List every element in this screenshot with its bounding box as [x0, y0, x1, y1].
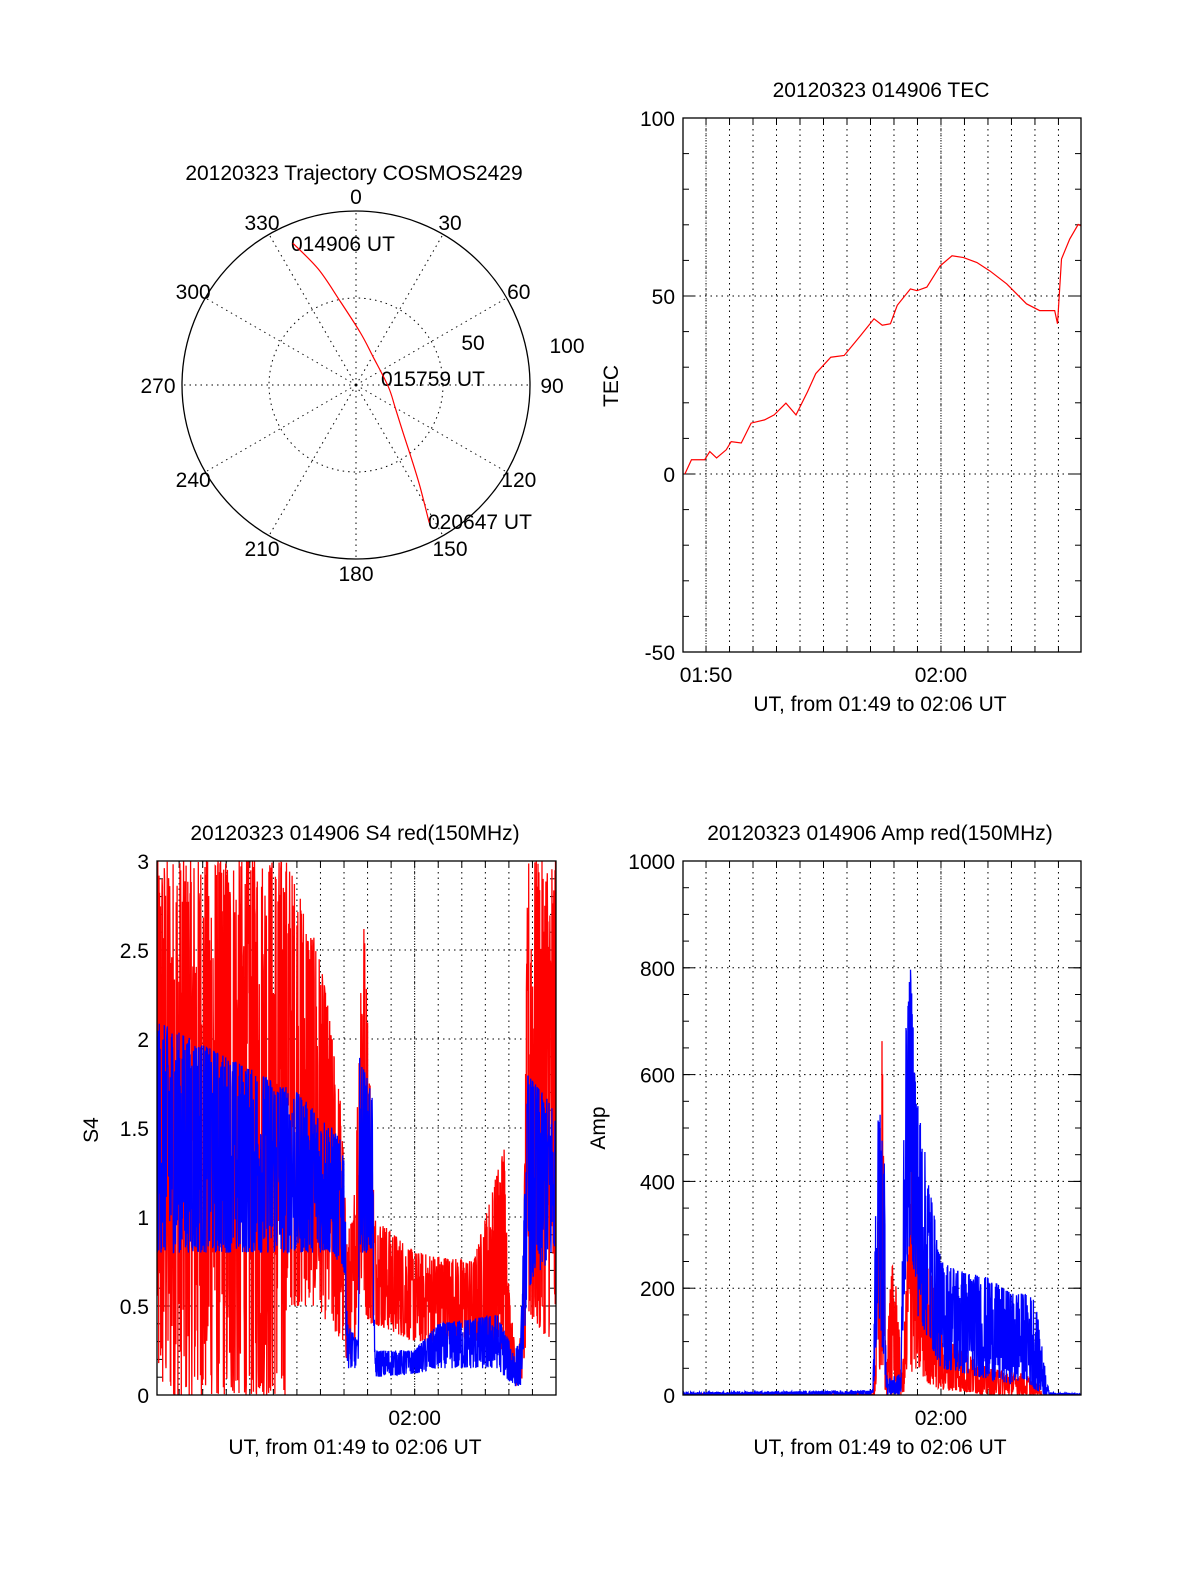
trajectory-end-label: 020647 UT — [428, 511, 532, 534]
tec-xlabel: UT, from 01:49 to 02:06 UT — [753, 693, 1006, 716]
tec-ytick-label: 50 — [652, 286, 675, 309]
s4-series-red — [157, 861, 556, 1395]
trajectory-start-label: 014906 UT — [291, 233, 395, 256]
amp-series-blue — [683, 969, 1081, 1395]
polar-angle-label: 270 — [140, 375, 175, 398]
s4-axes-frame — [156, 860, 557, 1396]
s4-ytick-label: 2.5 — [120, 940, 149, 963]
polar-angle-label: 330 — [244, 212, 279, 235]
polar-spoke — [205, 384, 357, 473]
tec-ytick-label: 100 — [640, 108, 675, 131]
polar-spoke — [205, 297, 357, 386]
radial-label-50: 50 — [461, 332, 484, 355]
amp-title: 20120323 014906 Amp red(150MHz) — [707, 822, 1053, 845]
tec-ytick-label: 0 — [663, 464, 675, 487]
amp-plot: 20120323 014906 Amp red(150MHz) UT, from… — [587, 822, 1082, 1459]
amp-ytick-label: 200 — [640, 1278, 675, 1301]
s4-xlabel: UT, from 01:49 to 02:06 UT — [228, 1436, 481, 1459]
tec-data — [684, 223, 1081, 475]
amp-ytick-label: 0 — [663, 1385, 675, 1408]
polar-angle-label: 90 — [540, 375, 563, 398]
tec-title: 20120323 014906 TEC — [773, 79, 990, 102]
s4-ytick-label: 2 — [137, 1029, 149, 1052]
polar-spoke — [355, 384, 444, 536]
amp-ylabel: Amp — [587, 1106, 610, 1149]
polar-outer-ring — [181, 210, 531, 560]
polar-angle-label: 180 — [338, 563, 373, 586]
polar-title: 20120323 Trajectory COSMOS2429 — [185, 162, 522, 185]
amp-xtick-label: 02:00 — [915, 1407, 968, 1430]
polar-angle-label: 0 — [350, 186, 362, 209]
amp-ytick-label: 400 — [640, 1171, 675, 1194]
tec-ylabel: TEC — [600, 365, 623, 407]
polar-spoke — [268, 384, 357, 536]
tec-series-TEC — [684, 223, 1081, 475]
radial-label-100: 100 — [549, 335, 584, 358]
s4-series-blue — [157, 1023, 556, 1387]
s4-title: 20120323 014906 S4 red(150MHz) — [190, 822, 519, 845]
tec-axes-frame — [682, 117, 1082, 653]
polar-grid-circle-50 — [268, 297, 444, 473]
polar-angle-label: 300 — [176, 281, 211, 304]
polar-spoke — [268, 234, 357, 386]
amp-xlabel: UT, from 01:49 to 02:06 UT — [753, 1436, 1006, 1459]
trajectory-polar-plot: 20120323 Trajectory COSMOS2429 100 50 01… — [140, 162, 584, 586]
s4-ytick-label: 3 — [137, 851, 149, 874]
polar-angle-label: 120 — [501, 469, 536, 492]
amp-data — [683, 969, 1081, 1395]
tec-xtick-label: 01:50 — [680, 664, 733, 687]
amp-axes-frame — [682, 860, 1082, 1396]
polar-angle-label: 60 — [507, 281, 530, 304]
polar-spoke — [355, 297, 507, 386]
s4-xtick-label: 02:00 — [388, 1407, 441, 1430]
polar-angle-label: 210 — [244, 538, 279, 561]
polar-angle-label: 240 — [176, 469, 211, 492]
amp-ytick-label: 800 — [640, 958, 675, 981]
s4-ytick-label: 0.5 — [120, 1296, 149, 1319]
tec-plot: 20120323 014906 TEC UT, from 01:49 to 02… — [600, 79, 1082, 716]
s4-data — [157, 861, 556, 1395]
s4-ytick-label: 1 — [137, 1207, 149, 1230]
s4-plot: 20120323 014906 S4 red(150MHz) UT, from … — [80, 822, 557, 1459]
s4-ytick-label: 1.5 — [120, 1118, 149, 1141]
polar-spoke — [355, 384, 507, 473]
tec-xtick-label: 02:00 — [915, 664, 968, 687]
s4-ytick-label: 0 — [137, 1385, 149, 1408]
polar-spoke — [355, 234, 444, 386]
s4-ylabel: S4 — [80, 1117, 103, 1143]
tec-ytick-label: -50 — [645, 642, 675, 665]
polar-angle-label: 150 — [432, 538, 467, 561]
amp-ytick-label: 1000 — [628, 851, 675, 874]
polar-angle-label: 30 — [438, 212, 461, 235]
trajectory-line — [292, 242, 430, 523]
amp-ytick-label: 600 — [640, 1065, 675, 1088]
trajectory-mid-label: 015759 UT — [381, 368, 485, 391]
